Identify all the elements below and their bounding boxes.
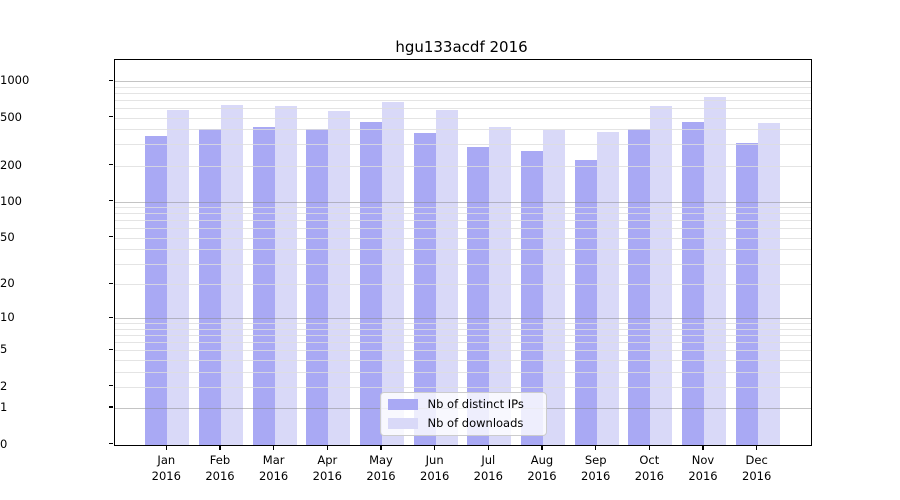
x-tick-mark	[487, 444, 489, 450]
plot-area: Nb of distinct IPs Nb of downloads	[113, 59, 812, 446]
y-tick-label-2: 2	[0, 378, 8, 393]
bar-aug-distinct-ips	[520, 150, 543, 445]
bar-sep-downloads	[596, 132, 619, 445]
x-tick-mark	[326, 444, 328, 450]
y-tick-mark	[109, 442, 113, 445]
bars-layer	[115, 60, 812, 445]
bar-dec-downloads	[757, 123, 780, 445]
bar-may-distinct-ips	[359, 121, 382, 445]
bar-aug-downloads	[542, 130, 565, 445]
y-tick-label-100: 100	[0, 193, 22, 208]
bar-mar-distinct-ips	[252, 126, 275, 445]
x-tick-label-mar: Mar 2016	[258, 453, 289, 483]
bar-oct-downloads	[650, 106, 673, 445]
x-tick-label-jun: Jun 2016	[420, 453, 450, 483]
legend-swatch-downloads	[387, 417, 418, 429]
x-tick-mark	[434, 444, 436, 450]
y-tick-mark	[109, 164, 113, 166]
x-tick-label-dec: Dec 2016	[742, 453, 772, 483]
x-tick-label-oct: Oct 2016	[634, 453, 664, 483]
bar-dec-distinct-ips	[735, 142, 758, 445]
y-tick-label-1: 1	[0, 400, 8, 415]
y-tick-label-10: 10	[0, 310, 15, 325]
bar-feb-downloads	[220, 104, 243, 445]
bar-may-downloads	[381, 101, 404, 445]
x-tick-label-aug: Aug 2016	[527, 453, 557, 483]
x-tick-label-jul: Jul 2016	[473, 453, 503, 483]
legend-item-downloads: Nb of downloads	[387, 416, 539, 430]
bar-jun-distinct-ips	[413, 133, 436, 445]
y-tick-mark	[109, 200, 113, 202]
x-tick-label-may: May 2016	[366, 453, 396, 483]
bar-apr-downloads	[328, 110, 351, 445]
legend-label-distinct-ips: Nb of distinct IPs	[427, 397, 524, 411]
legend-swatch-distinct-ips	[387, 398, 418, 410]
x-tick-mark	[165, 444, 167, 450]
bar-apr-distinct-ips	[306, 129, 329, 445]
y-tick-label-1000: 1000	[0, 73, 30, 88]
y-tick-label-0: 0	[0, 436, 8, 451]
y-tick-mark	[109, 79, 113, 81]
x-tick-mark	[648, 444, 650, 450]
x-tick-label-feb: Feb 2016	[205, 453, 235, 483]
y-tick-mark	[109, 316, 113, 319]
y-tick-mark	[109, 385, 113, 387]
x-tick-label-sep: Sep 2016	[581, 453, 611, 483]
bar-jul-downloads	[489, 126, 512, 445]
y-tick-label-500: 500	[0, 109, 22, 124]
bar-oct-distinct-ips	[628, 128, 651, 445]
x-tick-mark	[702, 444, 704, 450]
x-tick-mark	[273, 444, 275, 450]
y-tick-label-20: 20	[0, 276, 15, 291]
y-tick-mark	[109, 116, 113, 118]
bar-jan-downloads	[167, 109, 190, 445]
y-tick-label-5: 5	[0, 342, 8, 357]
bar-jul-distinct-ips	[467, 147, 490, 445]
y-tick-mark	[109, 282, 113, 285]
chart-title: hgu133acdf 2016	[395, 38, 528, 56]
legend-label-downloads: Nb of downloads	[427, 416, 524, 430]
bar-nov-downloads	[704, 96, 726, 445]
y-tick-mark	[109, 348, 113, 350]
y-tick-label-200: 200	[0, 157, 22, 172]
x-tick-mark	[541, 444, 543, 450]
x-tick-label-nov: Nov 2016	[688, 453, 718, 483]
y-tick-mark	[109, 406, 113, 408]
x-tick-label-jan: Jan 2016	[151, 453, 181, 483]
x-tick-label-apr: Apr 2016	[312, 453, 342, 483]
bar-nov-distinct-ips	[682, 121, 704, 445]
x-tick-mark	[756, 444, 758, 450]
y-tick-label-50: 50	[0, 229, 15, 244]
y-tick-mark	[109, 236, 113, 238]
legend-item-distinct-ips: Nb of distinct IPs	[387, 397, 539, 411]
x-tick-mark	[595, 444, 597, 450]
bar-feb-distinct-ips	[198, 129, 221, 445]
bar-jan-distinct-ips	[145, 136, 168, 445]
x-tick-mark	[380, 444, 382, 450]
bar-sep-distinct-ips	[574, 159, 597, 445]
bar-mar-downloads	[274, 105, 297, 445]
legend: Nb of distinct IPs Nb of downloads	[379, 391, 547, 436]
x-tick-mark	[219, 444, 221, 450]
